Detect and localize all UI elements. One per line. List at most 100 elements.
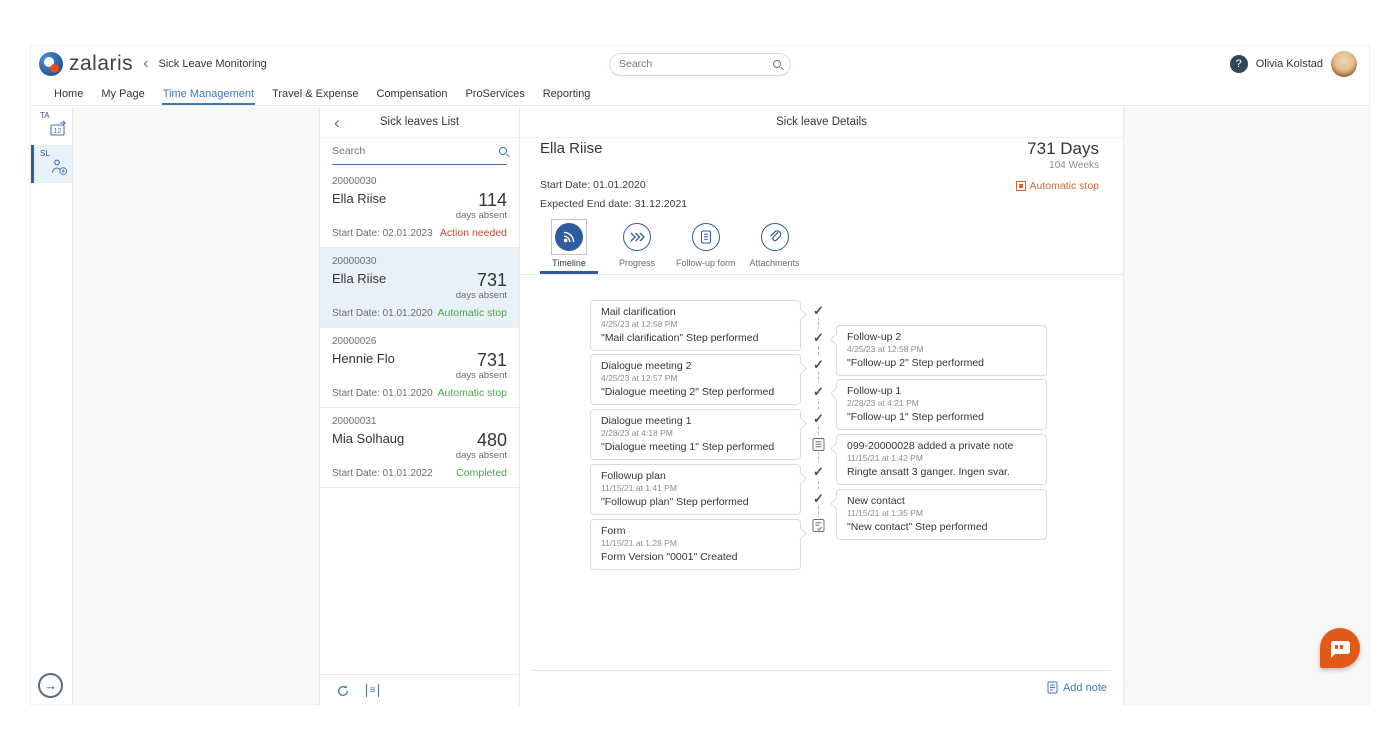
svg-text:12: 12 <box>54 128 62 135</box>
help-icon[interactable]: ? <box>1229 55 1248 73</box>
details-employee-name: Ella Riise <box>540 140 603 157</box>
timeline-card-time: 11/15/21 at 1:42 PM <box>847 453 923 463</box>
timeline-card-desc: "Follow-up 2" Step performed <box>847 357 985 369</box>
timeline-card: Follow-up 1 2/28/23 at 4:21 PM "Follow-u… <box>836 379 1047 430</box>
form-created-icon <box>811 517 826 533</box>
employee-id: 20000026 <box>332 336 377 347</box>
employee-name: Hennie Flo <box>332 351 395 366</box>
timeline-card-desc: "Dialogue meeting 2" Step performed <box>601 386 775 398</box>
chat-bubble-icon <box>1331 641 1350 654</box>
tab-follow-up-form[interactable]: Follow-up form <box>676 219 736 274</box>
timeline-card-title: Form <box>601 525 626 537</box>
tab-progress-label: Progress <box>618 258 655 268</box>
details-expected-end-date: Expected End date: 31.12.2021 <box>540 198 688 210</box>
chat-fab-button[interactable] <box>1320 628 1360 668</box>
timeline-card-time: 4/25/23 at 12:58 PM <box>601 319 678 329</box>
timeline-card-title: 099-20000028 added a private note <box>847 440 1014 452</box>
list-search[interactable] <box>332 138 507 165</box>
nav-item-home[interactable]: Home <box>54 87 84 100</box>
note-icon <box>811 436 826 452</box>
list-search-input[interactable] <box>332 145 499 157</box>
employee-id: 20000030 <box>332 256 377 267</box>
stop-icon <box>1015 181 1026 191</box>
timeline-card-time: 4/25/23 at 12:57 PM <box>601 373 678 383</box>
nav-item-time-management[interactable]: Time Management <box>154 82 263 105</box>
timeline-card-time: 11/15/21 at 1:28 PM <box>601 538 677 548</box>
employee-name: Ella Riise <box>332 271 387 286</box>
chat-bubble-tail <box>1331 653 1336 658</box>
status-badge: Completed <box>456 467 507 479</box>
details-tabs: Timeline Progress <box>540 219 804 274</box>
icon-rail: TA 12 SL <box>31 107 73 704</box>
tab-follow-up-form-label: Follow-up form <box>676 258 736 268</box>
start-date: Start Date: 01.01.2020 <box>332 388 433 399</box>
days-absent-value: 731 <box>476 350 507 370</box>
app-window: zalaris ‹ Sick Leave Monitoring ? Olivia… <box>30 45 1370 706</box>
details-start-date: Start Date: 01.01.2020 <box>540 179 646 191</box>
nav-item-my-page[interactable]: My Page <box>101 87 145 100</box>
shell-search[interactable] <box>609 52 791 76</box>
automatic-stop-flag: Automatic stop <box>1015 180 1099 192</box>
search-icon[interactable] <box>773 60 781 68</box>
timeline-card-desc: "Mail clarification" Step performed <box>601 332 759 344</box>
list-item[interactable]: 20000031 Mia Solhaug 480 days absent Sta… <box>320 408 519 488</box>
add-note-button[interactable]: Add note <box>1047 681 1107 694</box>
form-icon <box>691 223 720 251</box>
sort-icon[interactable]: ≡ <box>366 684 379 697</box>
timeline-card-title: Dialogue meeting 2 <box>601 360 692 372</box>
duration-weeks: 104 Weeks <box>1049 160 1099 171</box>
duration-block: 731 Days 104 Weeks <box>1027 139 1099 171</box>
user-name[interactable]: Olivia Kolstad <box>1255 58 1323 70</box>
check-icon: ✓ <box>811 383 826 399</box>
timeline-card-time: 2/28/23 at 4:21 PM <box>847 398 919 408</box>
timeline-card-time: 11/15/21 at 1:35 PM <box>847 508 923 518</box>
details-panel-header: Sick leave Details <box>520 107 1123 138</box>
check-icon: ✓ <box>811 302 826 318</box>
nav-item-proservices[interactable]: ProServices <box>465 87 525 100</box>
tab-timeline[interactable]: Timeline <box>540 219 598 274</box>
nav-item-reporting[interactable]: Reporting <box>542 87 591 100</box>
list-item[interactable]: 20000026 Hennie Flo 731 days absent Star… <box>320 328 519 408</box>
list-search-icon[interactable] <box>499 147 507 155</box>
timeline-card-time: 2/28/23 at 4:18 PM <box>601 428 673 438</box>
logo-hole <box>44 57 54 67</box>
logo-dot <box>50 64 59 73</box>
list-panel-header: ‹ Sick leaves List <box>320 107 519 138</box>
timeline-card: New contact 11/15/21 at 1:35 PM "New con… <box>836 489 1047 540</box>
tab-progress[interactable]: Progress <box>608 219 666 274</box>
check-icon: ✓ <box>811 490 826 506</box>
expand-rail-button[interactable]: → <box>38 673 63 698</box>
shell-search-input[interactable] <box>619 58 773 70</box>
calendar-12-icon: 12 <box>49 120 69 143</box>
rail-item-sick-leave[interactable]: SL <box>31 145 72 183</box>
shell-back-chevron-icon[interactable]: ‹ <box>143 55 149 72</box>
list-item[interactable]: 20000030 Ella Riise 114 days absent Star… <box>320 168 519 248</box>
days-absent-label: days absent <box>455 370 507 381</box>
avatar[interactable] <box>1331 51 1357 77</box>
days-absent-value: 480 <box>476 430 507 450</box>
timeline-card: Form 11/15/21 at 1:28 PM Form Version "0… <box>590 519 801 570</box>
timeline-card-desc: "Followup plan" Step performed <box>601 496 749 508</box>
timeline-card-title: New contact <box>847 495 905 507</box>
timeline-card-time: 11/15/21 at 1:41 PM <box>601 483 677 493</box>
timeline-card: Mail clarification 4/25/23 at 12:58 PM "… <box>590 300 801 351</box>
list-back-chevron-icon[interactable]: ‹ <box>334 112 340 132</box>
start-date: Start Date: 02.01.2023 <box>332 228 433 239</box>
days-absent-label: days absent <box>455 290 507 301</box>
timeline-feed-icon <box>555 223 583 251</box>
start-date: Start Date: 01.01.2020 <box>332 308 433 319</box>
timeline-card-desc: Form Version "0001" Created <box>601 551 738 563</box>
refresh-icon[interactable] <box>336 684 350 698</box>
rail-item-time-accounts[interactable]: TA 12 <box>31 107 72 145</box>
nav-item-compensation[interactable]: Compensation <box>376 87 448 100</box>
check-icon: ✓ <box>811 463 826 479</box>
timeline-card: Follow-up 2 4/25/23 at 12:58 PM "Follow-… <box>836 325 1047 376</box>
tab-attachments[interactable]: Attachments <box>746 219 804 274</box>
list-item-selected[interactable]: 20000030 Ella Riise 731 days absent Star… <box>320 248 519 328</box>
timeline-card: Dialogue meeting 2 4/25/23 at 12:57 PM "… <box>590 354 801 405</box>
nav-item-travel-expense[interactable]: Travel & Expense <box>272 87 359 100</box>
details-footer-divider <box>532 670 1111 671</box>
tab-attachments-label: Attachments <box>749 258 800 268</box>
status-badge: Action needed <box>439 227 507 239</box>
